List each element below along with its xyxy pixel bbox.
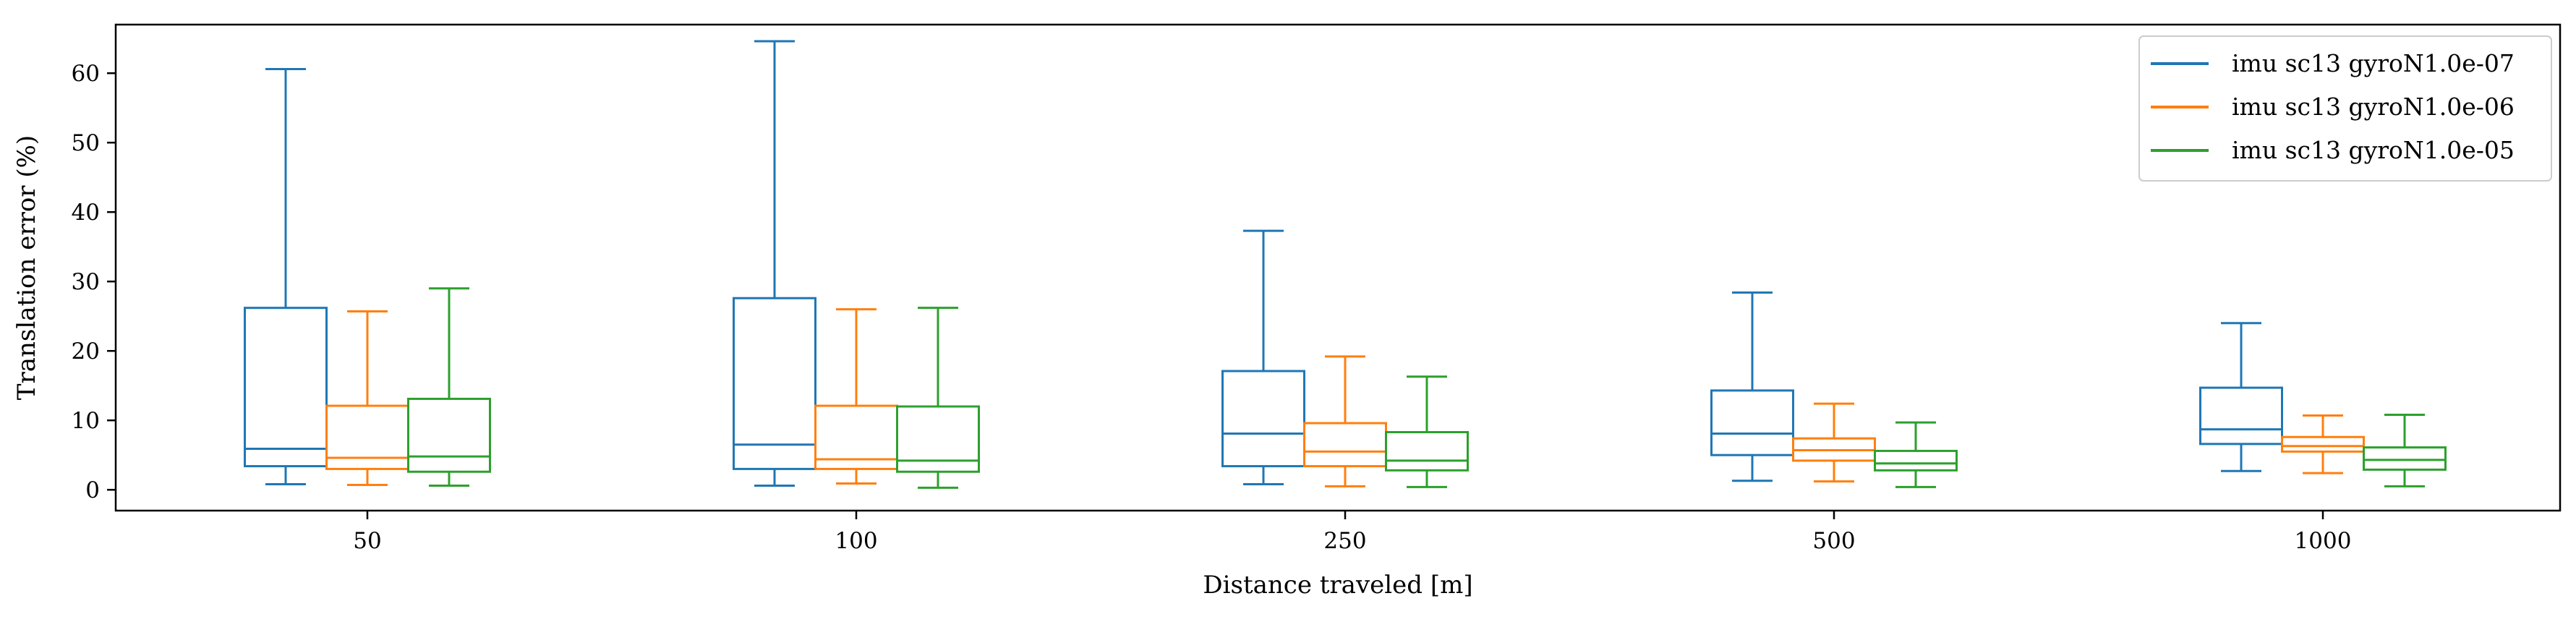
iqr-box: [2363, 446, 2447, 471]
legend-label: imu sc13 gyroN1.0e-06: [2232, 93, 2515, 121]
legend-label: imu sc13 gyroN1.0e-05: [2232, 136, 2515, 164]
legend-item: imu sc13 gyroN1.0e-07: [2151, 49, 2515, 77]
y-axis-title: Translation error (%): [12, 135, 41, 400]
y-tick-label: 10: [72, 408, 100, 434]
x-tick-label: 500: [1812, 528, 1855, 554]
box-plot-1-250: [1221, 229, 1305, 486]
y-axis: 0 10 20 30 40 50 60: [72, 61, 116, 503]
x-tick-label: 50: [353, 528, 381, 554]
box-plot-1-500: [1710, 291, 1794, 482]
legend-label: imu sc13 gyroN1.0e-07: [2232, 49, 2515, 77]
y-tick-label: 40: [72, 200, 100, 226]
boxes-layer: [244, 40, 2447, 489]
iqr-box: [2281, 435, 2365, 453]
box-plot-3-50: [407, 287, 491, 487]
iqr-box: [1221, 370, 1305, 468]
box-plot-1-100: [733, 40, 816, 487]
x-axis-title: Distance traveled [m]: [1203, 571, 1472, 600]
y-tick-label: 60: [72, 61, 100, 87]
box-plot-3-100: [896, 307, 980, 489]
iqr-box: [1385, 431, 1469, 472]
iqr-box: [733, 297, 816, 470]
box-plot-3-1000: [2363, 414, 2447, 487]
iqr-box: [407, 397, 491, 473]
legend-item: imu sc13 gyroN1.0e-06: [2151, 93, 2515, 121]
legend-item: imu sc13 gyroN1.0e-05: [2151, 136, 2515, 164]
iqr-box: [1710, 389, 1794, 456]
box-plot-2-1000: [2281, 414, 2365, 474]
x-tick-label: 100: [835, 528, 877, 554]
plot-area-frame: [114, 23, 2562, 512]
box-plot-3-500: [1874, 421, 1958, 488]
iqr-box: [2199, 386, 2283, 446]
box-plot-3-250: [1385, 375, 1469, 488]
x-axis: 50 100 250 500 1000: [353, 511, 2351, 554]
iqr-box: [244, 307, 328, 468]
y-tick-label: 50: [72, 130, 100, 156]
y-tick-label: 0: [85, 477, 100, 503]
legend-box: [2138, 35, 2552, 182]
x-tick-label: 1000: [2295, 528, 2352, 554]
iqr-box: [896, 405, 980, 473]
box-plot-1-50: [244, 67, 328, 486]
legend: imu sc13 gyroN1.0e-07 imu sc13 gyroN1.0e-…: [2138, 35, 2552, 182]
x-tick-label: 250: [1323, 528, 1366, 554]
box-plot-2-500: [1792, 402, 1876, 483]
box-plot-1-1000: [2199, 322, 2283, 472]
y-tick-label: 30: [72, 269, 100, 295]
y-tick-label: 20: [72, 338, 100, 365]
iqr-box: [1874, 449, 1958, 472]
